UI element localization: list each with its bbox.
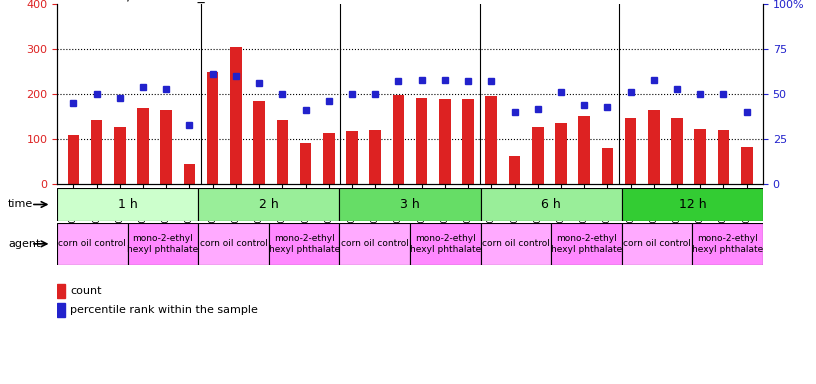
Bar	[601, 148, 613, 184]
Text: corn oil control: corn oil control	[623, 239, 691, 248]
Text: mono-2-ethyl
hexyl phthalate: mono-2-ethyl hexyl phthalate	[268, 234, 339, 253]
Bar	[346, 131, 357, 184]
Bar	[579, 116, 590, 184]
FancyBboxPatch shape	[339, 223, 410, 265]
FancyBboxPatch shape	[693, 223, 763, 265]
Text: corn oil control: corn oil control	[482, 239, 550, 248]
Bar	[114, 127, 126, 184]
Bar	[68, 135, 79, 184]
Bar	[508, 156, 521, 184]
Text: count: count	[70, 286, 102, 296]
Text: agent: agent	[8, 239, 41, 249]
Bar	[741, 147, 752, 184]
Text: 6 h: 6 h	[541, 198, 561, 211]
Bar	[694, 129, 706, 184]
Text: time: time	[8, 199, 33, 210]
FancyBboxPatch shape	[127, 223, 198, 265]
FancyBboxPatch shape	[622, 223, 693, 265]
FancyBboxPatch shape	[552, 223, 622, 265]
Bar	[416, 98, 428, 184]
Text: percentile rank within the sample: percentile rank within the sample	[70, 305, 258, 315]
Bar	[277, 120, 288, 184]
FancyBboxPatch shape	[410, 223, 481, 265]
Bar	[253, 101, 265, 184]
FancyBboxPatch shape	[481, 223, 552, 265]
Bar	[57, 303, 65, 317]
Bar	[184, 164, 195, 184]
Bar	[137, 108, 149, 184]
Text: corn oil control: corn oil control	[200, 239, 268, 248]
Text: 2 h: 2 h	[259, 198, 279, 211]
Bar	[207, 73, 219, 184]
FancyBboxPatch shape	[481, 188, 622, 221]
Bar	[91, 120, 102, 184]
Bar	[439, 99, 450, 184]
Text: 3 h: 3 h	[400, 198, 420, 211]
Bar	[161, 110, 172, 184]
Text: mono-2-ethyl
hexyl phthalate: mono-2-ethyl hexyl phthalate	[410, 234, 481, 253]
Bar	[718, 130, 730, 184]
Bar	[463, 99, 474, 184]
Bar	[57, 284, 65, 298]
FancyBboxPatch shape	[57, 223, 127, 265]
Text: corn oil control: corn oil control	[341, 239, 409, 248]
Bar	[672, 118, 683, 184]
Text: mono-2-ethyl
hexyl phthalate: mono-2-ethyl hexyl phthalate	[127, 234, 198, 253]
Bar	[392, 95, 404, 184]
FancyBboxPatch shape	[339, 188, 481, 221]
Text: 12 h: 12 h	[679, 198, 706, 211]
Bar	[648, 110, 659, 184]
Bar	[532, 127, 543, 184]
FancyBboxPatch shape	[269, 223, 339, 265]
Text: GDS1881 / 1385527_at: GDS1881 / 1385527_at	[57, 0, 219, 3]
Text: 1 h: 1 h	[118, 198, 138, 211]
Text: mono-2-ethyl
hexyl phthalate: mono-2-ethyl hexyl phthalate	[692, 234, 763, 253]
Bar	[299, 143, 312, 184]
FancyBboxPatch shape	[57, 188, 198, 221]
Bar	[230, 47, 242, 184]
Bar	[323, 133, 335, 184]
FancyBboxPatch shape	[198, 223, 269, 265]
Bar	[625, 118, 636, 184]
Bar	[486, 96, 497, 184]
Bar	[555, 123, 567, 184]
Text: corn oil control: corn oil control	[59, 239, 126, 248]
FancyBboxPatch shape	[622, 188, 763, 221]
Bar	[370, 130, 381, 184]
FancyBboxPatch shape	[198, 188, 339, 221]
Text: mono-2-ethyl
hexyl phthalate: mono-2-ethyl hexyl phthalate	[551, 234, 622, 253]
